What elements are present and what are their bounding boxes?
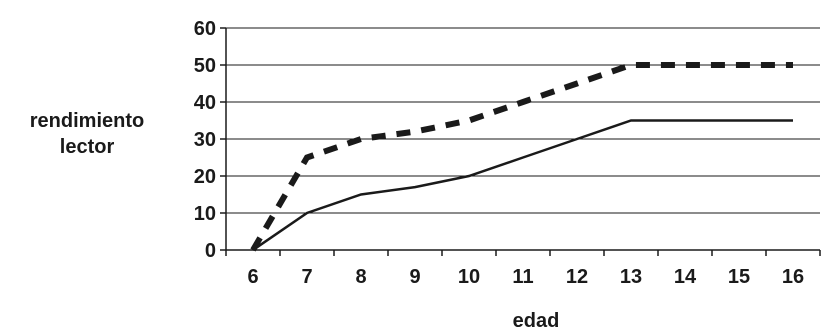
x-tick-label-11: 11	[512, 266, 533, 288]
y-tick-labels: 0 10 20 30 40 50 60	[194, 18, 216, 262]
x-tick-label-12: 12	[566, 266, 588, 288]
x-tick-labels: 6 7 8 9 10 11 12 13 14 15 16	[247, 266, 804, 288]
x-tick-label-10: 10	[458, 266, 480, 288]
x-tick-label-15: 15	[728, 266, 750, 288]
y-tick-label-10: 10	[194, 203, 216, 225]
y-tick-label-0: 0	[205, 240, 216, 262]
series-group	[250, 62, 793, 252]
y-axis-label: rendimiento lector	[6, 108, 168, 160]
x-tick-label-13: 13	[620, 266, 642, 288]
gridlines	[226, 27, 820, 214]
y-tick-label-40: 40	[194, 92, 216, 114]
y-axis-label-line-1: rendimiento	[29, 110, 145, 132]
x-tick-label-8: 8	[355, 266, 366, 288]
series-line-1	[250, 62, 793, 252]
y-axis-label-line-2: lector	[59, 136, 115, 158]
x-tick-label-9: 9	[409, 266, 420, 288]
x-tick-label-6: 6	[247, 266, 258, 288]
x-axis-label: edad	[513, 310, 560, 331]
x-tick-label-14: 14	[674, 266, 697, 288]
y-tick-label-20: 20	[194, 166, 216, 188]
axes	[220, 27, 821, 256]
x-tick-label-16: 16	[782, 266, 804, 288]
x-tick-label-7: 7	[301, 266, 312, 288]
y-tick-label-60: 60	[194, 18, 216, 40]
y-tick-label-30: 30	[194, 129, 216, 151]
series-line-2	[252, 119, 793, 252]
y-tick-label-50: 50	[194, 55, 216, 77]
